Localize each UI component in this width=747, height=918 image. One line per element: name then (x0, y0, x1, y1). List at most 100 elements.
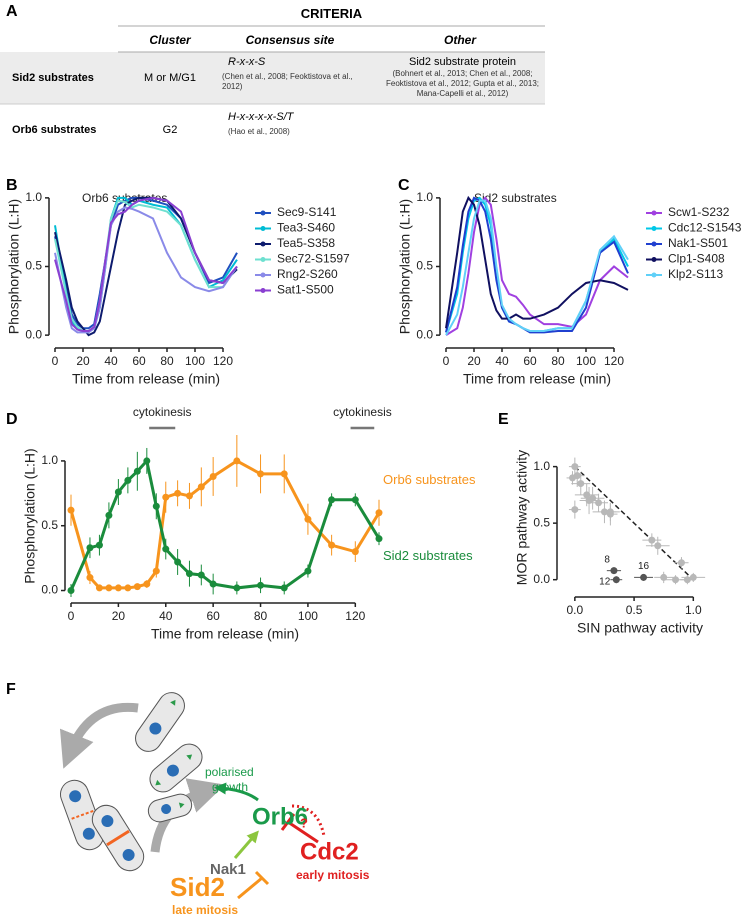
x-tick-label: 120 (604, 354, 624, 368)
panel-label: F (6, 681, 16, 698)
chart-title: Sid2 substrates (474, 191, 557, 205)
fit-line (574, 466, 694, 581)
x-tick-label: 100 (185, 354, 205, 368)
legend-swatch (260, 210, 266, 216)
x-tick-label: 40 (104, 354, 118, 368)
data-point (571, 506, 579, 514)
data-point (152, 502, 160, 510)
growth-label: growth (212, 780, 248, 794)
legend-label: Nak1-S501 (668, 236, 728, 250)
x-tick-label: 80 (254, 609, 268, 623)
series-line (54, 196, 238, 330)
legend-swatch (651, 226, 657, 231)
inhibition-arrow (280, 813, 319, 844)
x-tick-label: 120 (213, 354, 233, 368)
cycle-arrow (59, 702, 139, 769)
column-header: Other (443, 33, 476, 47)
x-tick-label: 40 (495, 354, 509, 368)
y-axis-label: Phosphorylation (L:H) (397, 199, 413, 334)
table-title: CRITERIA (300, 6, 363, 21)
x-tick-label: 60 (523, 354, 537, 368)
data-point (677, 559, 685, 567)
data-point (143, 457, 151, 465)
growth-arrow (214, 782, 259, 802)
data-point (174, 558, 182, 566)
cdc2-label: Cdc2 (300, 838, 359, 865)
x-tick-label: 0 (52, 354, 59, 368)
data-point (304, 515, 312, 523)
x-tick-label: 0.0 (567, 603, 584, 617)
panel-label: E (498, 411, 509, 428)
y-tick-label: 0.0 (25, 327, 42, 341)
y-tick-label: 0.0 (416, 327, 433, 341)
data-point (124, 584, 132, 592)
legend-swatch (260, 288, 266, 293)
data-point (610, 567, 618, 575)
series-line (69, 459, 381, 590)
x-tick-label: 80 (160, 354, 174, 368)
sid2-label: Sid2 (170, 872, 225, 902)
data-point (185, 570, 193, 578)
y-tick-label: 0.5 (41, 518, 58, 532)
data-point (95, 541, 103, 549)
data-point (67, 587, 75, 595)
row-name: Orb6 substrates (12, 124, 97, 136)
inhibition-arrow (237, 870, 270, 900)
data-point (577, 480, 585, 488)
y-tick-label: 0.0 (41, 583, 58, 597)
table-row-bg (0, 52, 545, 104)
x-tick-label: 1.0 (685, 603, 702, 617)
data-point (280, 470, 288, 478)
point-label: 16 (638, 561, 650, 572)
legend-label: Clp1-S408 (668, 252, 725, 266)
data-point (67, 506, 75, 514)
cell: Sid2 substrate protein (408, 56, 516, 68)
y-axis-label: Phosphorylation (L:H) (6, 199, 22, 334)
legend-swatch (260, 272, 266, 278)
data-point (640, 573, 648, 581)
data-point (143, 580, 151, 588)
data-point (612, 576, 620, 584)
data-point (162, 545, 170, 553)
x-tick-label: 60 (206, 609, 220, 623)
data-point (683, 576, 691, 584)
series-label: Sid2 substrates (383, 548, 473, 563)
series-line (445, 196, 629, 336)
legend-label: Sec9-S141 (277, 205, 337, 219)
reference: (Chen et al., 2008; Feoktistova et al., … (222, 72, 353, 91)
data-point (606, 510, 614, 518)
series-line (54, 196, 238, 337)
data-point (351, 496, 359, 504)
reference: (Bohnert et al., 2013; Chen et al., 2008… (386, 69, 539, 98)
x-tick-label: 60 (132, 354, 146, 368)
series-line (54, 199, 238, 333)
data-point (86, 544, 94, 552)
reference: (Hao et al., 2008) (228, 127, 290, 136)
cell: R-x-x-S (228, 56, 266, 68)
data-point (583, 491, 591, 499)
x-tick-label: 40 (159, 609, 173, 623)
x-axis-label: Time from release (min) (463, 371, 611, 387)
data-point (351, 548, 359, 556)
y-tick-label: 0.0 (533, 572, 550, 586)
panel-label: D (6, 411, 18, 428)
cell: H-x-x-x-x-S/T (228, 111, 294, 123)
data-point (105, 584, 113, 592)
cell (135, 692, 185, 752)
orb6-label: Orb6 (252, 803, 308, 830)
sid2-phase: late mitosis (172, 903, 238, 917)
series-label: Orb6 substrates (383, 472, 476, 487)
data-point (95, 584, 103, 592)
x-tick-label: 100 (576, 354, 596, 368)
x-tick-label: 80 (551, 354, 565, 368)
series-line (445, 199, 629, 336)
legend-label: Sec72-S1597 (277, 252, 350, 266)
data-point (660, 573, 668, 581)
legend-swatch (260, 226, 266, 231)
point-label: 8 (604, 554, 610, 565)
x-axis-label: Time from release (min) (72, 371, 220, 387)
y-tick-label: 1.0 (41, 453, 58, 467)
legend-label: Sat1-S500 (277, 283, 334, 297)
cdc2-phase: early mitosis (296, 868, 370, 882)
